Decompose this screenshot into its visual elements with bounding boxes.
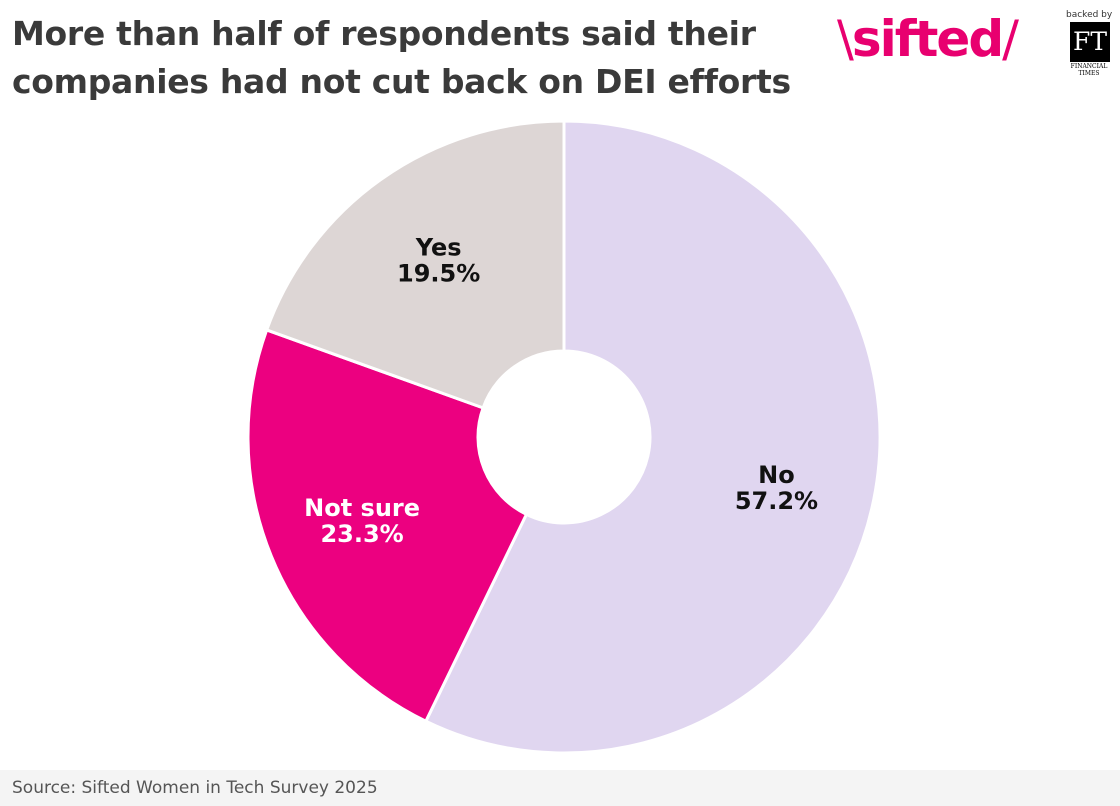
slice-category-label: No <box>758 461 795 489</box>
backed-by-text: backed by <box>1066 10 1113 20</box>
logo-slash-start: \ <box>837 10 854 68</box>
slice-yes[interactable] <box>265 119 566 410</box>
source-note: Source: Sifted Women in Tech Survey 2025 <box>12 778 378 798</box>
logo-name: sifted <box>851 10 1004 68</box>
sifted-logo[interactable]: \sifted/ backed by FT FINANCIAL TIMES <box>837 8 1113 77</box>
slice-not-sure[interactable] <box>246 328 528 723</box>
slice-value-label: 57.2% <box>735 487 818 515</box>
ft-logo-icon: FT <box>1070 22 1110 62</box>
sifted-wordmark: \sifted/ <box>837 8 1019 70</box>
chart-title: More than half of respondents said their… <box>12 14 791 101</box>
slice-value-label: 23.3% <box>320 520 403 548</box>
slice-category-label: Not sure <box>304 494 420 522</box>
ft-caption-line2: TIMES <box>1078 70 1100 77</box>
logo-slash-end: / <box>1002 10 1019 68</box>
ft-logo-caption: FINANCIAL TIMES <box>1066 63 1112 77</box>
slice-no[interactable] <box>424 119 882 755</box>
slice-category-label: Yes <box>415 234 462 262</box>
footer-bar: Source: Sifted Women in Tech Survey 2025 <box>0 770 1120 806</box>
ft-caption-line1: FINANCIAL <box>1070 63 1108 70</box>
slice-value-label: 19.5% <box>397 260 480 288</box>
